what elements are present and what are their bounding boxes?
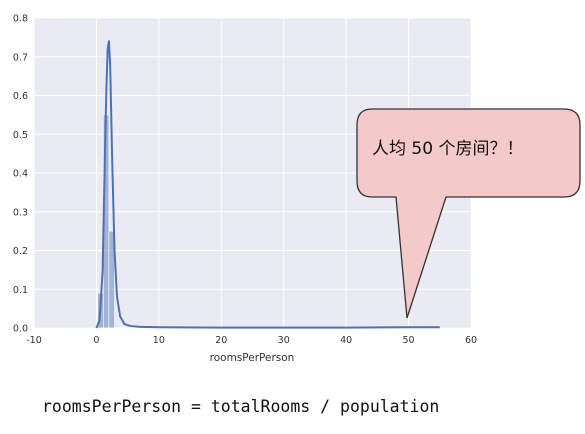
x-tick-label: 10 [153,335,165,346]
y-tick-labels: 0.0 0.1 0.2 0.3 0.4 0.5 0.6 0.7 0.8 [13,14,28,335]
x-tick-label: 0 [93,335,99,346]
x-tick-label: 50 [403,335,415,346]
x-tick-label: -10 [26,335,42,346]
y-tick-label: 0.2 [13,246,28,257]
y-tick-label: 0.5 [13,130,28,141]
callout-shape [356,108,581,319]
y-tick-label: 0.8 [13,14,28,25]
y-tick-label: 0.1 [13,285,28,296]
x-tick-label: 60 [465,335,477,346]
x-tick-labels: -10 0 10 20 30 40 50 60 [26,335,477,346]
x-axis-label: roomsPerPerson [210,352,295,364]
y-tick-label: 0.4 [13,169,28,180]
callout-bubble: 人均 50 个房间？！ [356,108,581,319]
x-tick-label: 20 [215,335,227,346]
callout-text: 人均 50 个房间？！ [372,139,523,159]
y-tick-label: 0.3 [13,207,28,218]
histogram-bar [108,230,115,329]
y-tick-label: 0.7 [13,52,28,63]
kde-line [95,40,440,329]
x-tick-label: 30 [278,335,290,346]
y-tick-label: 0.0 [13,324,28,335]
kde-curve [95,40,440,329]
x-tick-label: 40 [340,335,352,346]
y-tick-label: 0.6 [13,91,28,102]
formula-caption: roomsPerPerson = totalRooms / population [42,397,440,416]
